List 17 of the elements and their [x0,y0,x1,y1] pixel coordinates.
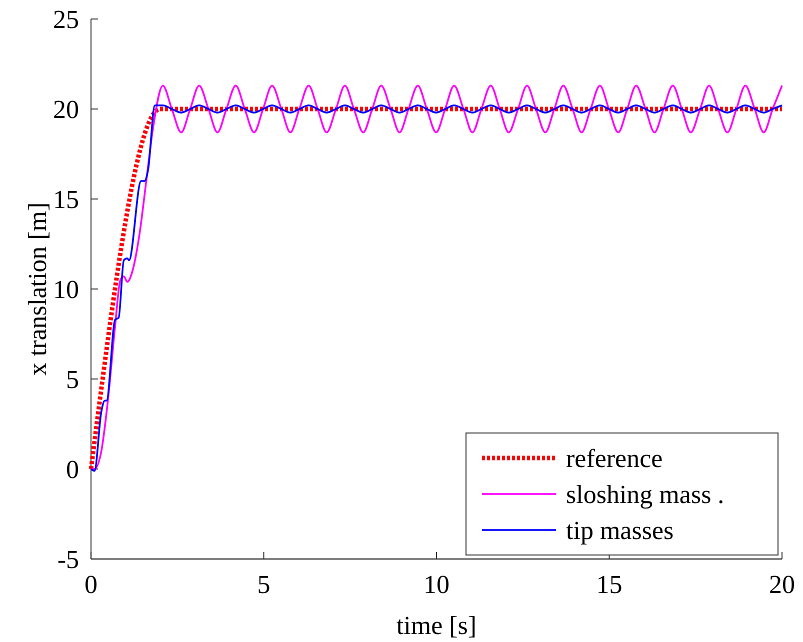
y-tick-label: 5 [66,365,79,394]
y-tick-label: 0 [66,455,79,484]
y-axis-title: x translation [m] [23,202,52,376]
x-tick-label: 20 [769,570,795,599]
legend-label: reference [566,444,663,474]
y-tick-label: 20 [53,95,79,124]
x-axis-title: time [s] [396,611,477,640]
legend-label: tip masses [566,516,674,546]
y-tick-label: -5 [57,545,79,574]
x-tick-label: 10 [424,570,450,599]
x-tick-label: 0 [84,570,98,599]
x-tick-label: 15 [596,570,622,599]
legend-label: sloshing mass . [566,480,724,510]
x-tick-label: 5 [257,570,270,599]
y-tick-label: 10 [53,275,79,304]
y-tick-label: 15 [53,185,79,214]
y-tick-label: 25 [53,5,79,34]
